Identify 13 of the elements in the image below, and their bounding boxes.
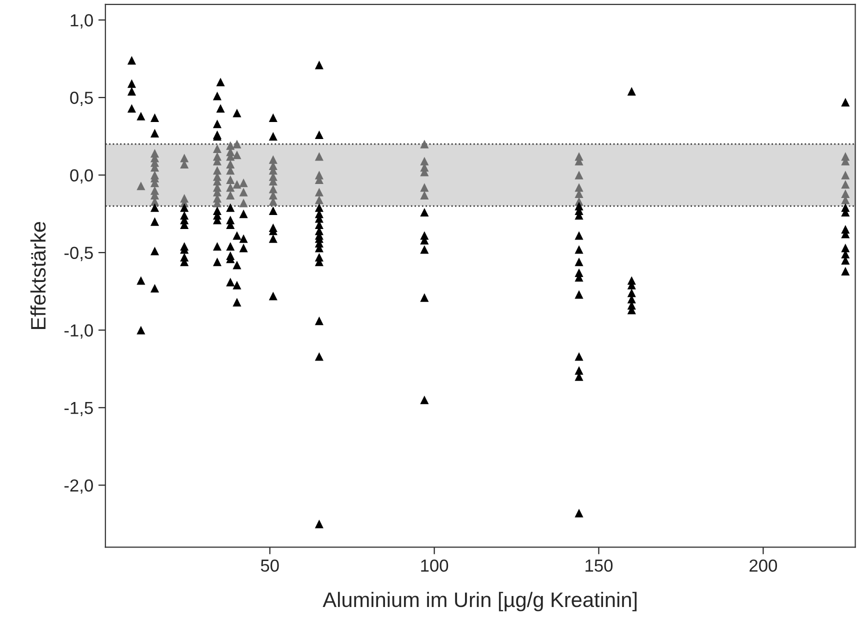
- x-tick-label: 200: [750, 559, 777, 572]
- x-tick-label: 150: [586, 559, 613, 572]
- y-tick-label: -1,0: [64, 324, 93, 339]
- y-tick-label: 0,0: [70, 169, 93, 184]
- y-tick-label: -1,5: [64, 402, 93, 416]
- y-tick-label: -0,5: [64, 246, 93, 262]
- y-tick-label: 0,5: [70, 92, 93, 106]
- y-tick-label: 1,0: [70, 14, 93, 28]
- x-tick-label: 50: [260, 559, 279, 572]
- x-axis-title: Aluminium im Urin [µg/g Kreatinin]: [322, 592, 637, 612]
- y-axis-title: Effektstärke: [30, 222, 46, 329]
- y-tick-label: -2,0: [64, 479, 93, 494]
- x-tick-label: 100: [421, 559, 448, 572]
